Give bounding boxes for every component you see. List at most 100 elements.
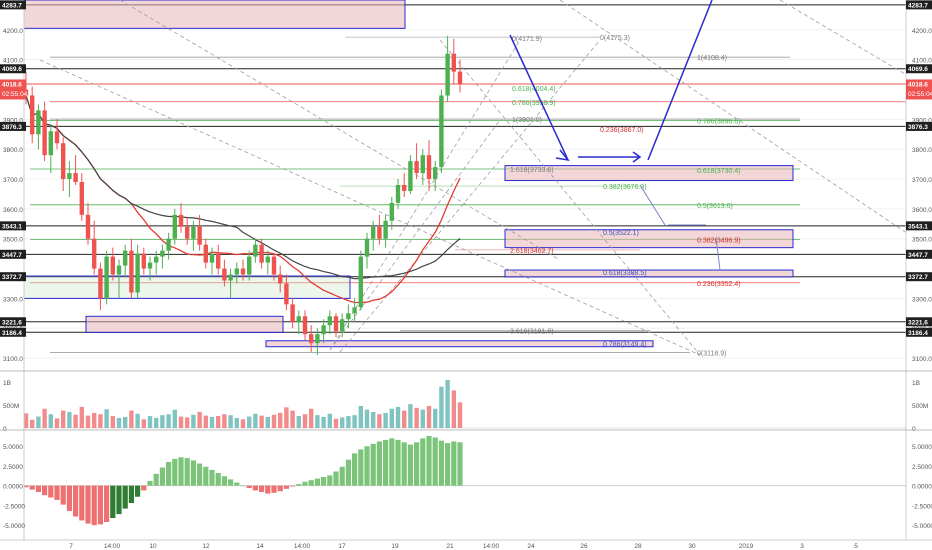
volume-bar[interactable] <box>104 409 109 428</box>
oscillator-bar[interactable] <box>79 485 85 521</box>
candle-body[interactable] <box>104 256 109 299</box>
price-zone[interactable] <box>23 0 406 29</box>
oscillator-bar[interactable] <box>420 438 426 486</box>
candle-body[interactable] <box>141 253 146 269</box>
oscillator-bar[interactable] <box>308 480 314 486</box>
candle-body[interactable] <box>309 334 314 344</box>
oscillator-bar[interactable] <box>383 439 389 486</box>
volume-bar[interactable] <box>253 413 258 428</box>
volume-bar[interactable] <box>54 418 60 428</box>
candle-body[interactable] <box>54 131 60 144</box>
oscillator-bar[interactable] <box>73 485 79 517</box>
oscillator-bar[interactable] <box>345 459 351 486</box>
oscillator-bar[interactable] <box>395 439 401 486</box>
volume-bar[interactable] <box>61 410 66 428</box>
oscillator-bar[interactable] <box>271 485 277 493</box>
volume-bar[interactable] <box>290 410 295 428</box>
oscillator-bar[interactable] <box>327 475 333 486</box>
volume-bar[interactable] <box>321 417 326 428</box>
volume-bar[interactable] <box>420 409 425 428</box>
oscillator-pane[interactable] <box>23 435 906 526</box>
candle-body[interactable] <box>209 253 215 263</box>
volume-bar[interactable] <box>278 412 283 428</box>
candle-body[interactable] <box>296 316 301 323</box>
oscillator-bar[interactable] <box>203 466 209 486</box>
volume-bar[interactable] <box>389 408 394 428</box>
oscillator-bar[interactable] <box>259 485 265 492</box>
volume-bar[interactable] <box>358 406 363 428</box>
candle-body[interactable] <box>358 256 363 308</box>
oscillator-bar[interactable] <box>221 476 227 486</box>
oscillator-bar[interactable] <box>97 485 103 525</box>
volume-bar[interactable] <box>85 415 91 428</box>
candle-body[interactable] <box>457 71 463 84</box>
candle-body[interactable] <box>321 325 326 335</box>
oscillator-bar[interactable] <box>184 458 190 486</box>
candle-body[interactable] <box>48 131 53 156</box>
candle-body[interactable] <box>147 262 153 269</box>
volume-bar[interactable] <box>247 416 252 428</box>
right-price-axis[interactable]: 4200.0 4100.0 3900.0 3800.0 3700.0 3600.0 3500… <box>905 0 932 550</box>
oscillator-bar[interactable] <box>116 485 122 515</box>
oscillator-bar[interactable] <box>197 463 203 486</box>
candle-body[interactable] <box>284 283 289 305</box>
oscillator-bar[interactable] <box>66 485 72 511</box>
oscillator-bar[interactable] <box>451 441 457 486</box>
volume-bar[interactable] <box>203 415 208 428</box>
oscillator-bar[interactable] <box>128 485 134 504</box>
oscillator-bar[interactable] <box>54 485 60 500</box>
volume-bar[interactable] <box>135 413 140 428</box>
volume-bar[interactable] <box>116 417 122 428</box>
volume-bar[interactable] <box>98 414 103 428</box>
candle-body[interactable] <box>290 304 295 323</box>
oscillator-bar[interactable] <box>407 444 413 486</box>
candle-body[interactable] <box>116 265 122 275</box>
price-pane[interactable]: 0(4171.9) 0(4175.3) 1(4108.4) 0.618(4004.4)… <box>0 0 932 359</box>
candle-body[interactable] <box>426 155 432 180</box>
candle-body[interactable] <box>129 250 134 293</box>
oscillator-bar[interactable] <box>23 485 29 488</box>
candle-body[interactable] <box>240 268 246 275</box>
oscillator-bar[interactable] <box>438 440 444 486</box>
candle-body[interactable] <box>346 313 351 320</box>
candle-body[interactable] <box>451 53 456 72</box>
volume-bar[interactable] <box>154 417 159 428</box>
volume-bar[interactable] <box>333 418 339 428</box>
oscillator-bar[interactable] <box>234 482 240 486</box>
volume-bar[interactable] <box>408 404 413 428</box>
volume-bar[interactable] <box>166 414 171 428</box>
oscillator-bar[interactable] <box>190 460 196 486</box>
volume-bar[interactable] <box>216 416 221 428</box>
candle-body[interactable] <box>172 214 177 239</box>
oscillator-bar[interactable] <box>401 442 407 486</box>
oscillator-bar[interactable] <box>166 462 172 486</box>
oscillator-bar[interactable] <box>228 479 234 486</box>
oscillator-bar[interactable] <box>240 485 246 487</box>
volume-bar[interactable] <box>30 419 35 428</box>
candle-body[interactable] <box>222 268 227 281</box>
volume-bar[interactable] <box>352 415 357 428</box>
candle-body[interactable] <box>364 238 370 257</box>
volume-bar[interactable] <box>439 386 444 428</box>
candle-body[interactable] <box>271 256 277 275</box>
candle-body[interactable] <box>197 226 202 245</box>
oscillator-bar[interactable] <box>122 485 128 509</box>
candle-body[interactable] <box>203 244 208 263</box>
oscillator-bar[interactable] <box>339 466 345 486</box>
oscillator-bar[interactable] <box>147 480 153 486</box>
volume-bar[interactable] <box>284 407 289 428</box>
volume-bar[interactable] <box>222 414 227 428</box>
candle-body[interactable] <box>135 253 140 293</box>
oscillator-bar[interactable] <box>314 478 320 486</box>
oscillator-bar[interactable] <box>110 485 116 519</box>
candle-body[interactable] <box>216 253 221 269</box>
oscillator-bar[interactable] <box>358 449 364 486</box>
volume-bar[interactable] <box>315 415 320 428</box>
volume-bar[interactable] <box>234 417 239 428</box>
oscillator-bar[interactable] <box>159 467 165 486</box>
candle-body[interactable] <box>383 220 388 239</box>
oscillator-bar[interactable] <box>135 485 141 497</box>
volume-bar[interactable] <box>259 415 264 428</box>
price-zone[interactable] <box>265 340 654 348</box>
